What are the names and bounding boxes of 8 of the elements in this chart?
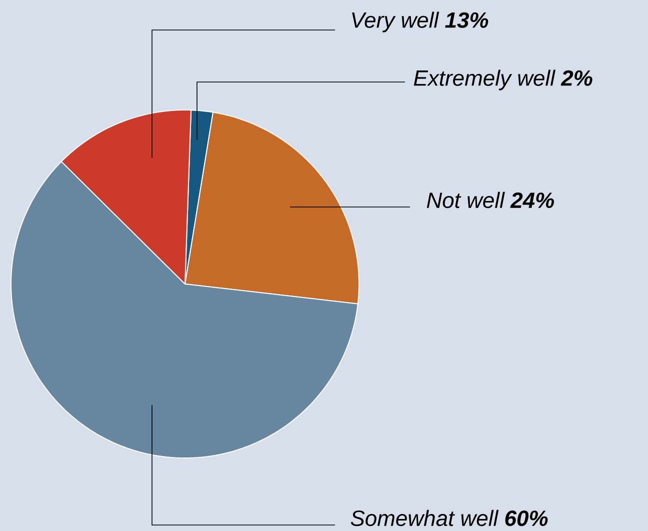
data-label: 13% xyxy=(445,12,488,28)
slice-label: Not well xyxy=(426,192,505,208)
slice-label: Extremely well xyxy=(414,70,556,90)
data-label: 60% xyxy=(505,510,548,526)
slice-label: Very well xyxy=(352,12,440,32)
slice-label: Somewhat well xyxy=(350,510,499,526)
data-label: 2% xyxy=(560,70,592,86)
data-label: 24% xyxy=(510,192,554,208)
